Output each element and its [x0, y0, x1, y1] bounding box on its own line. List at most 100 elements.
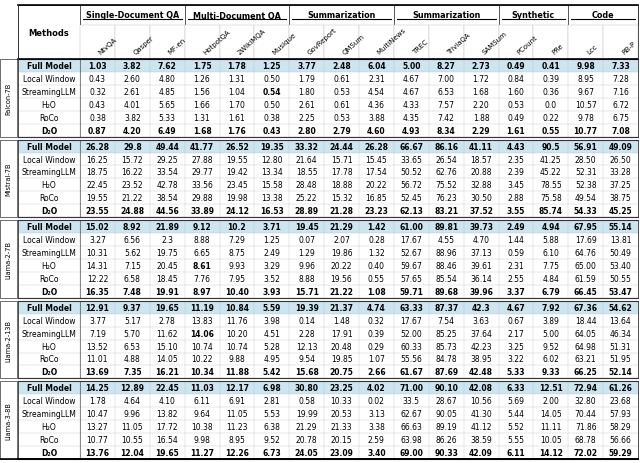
Text: 4.93: 4.93	[402, 126, 420, 135]
Text: 0.43: 0.43	[89, 100, 106, 110]
Text: 42.08: 42.08	[469, 383, 493, 393]
Text: 11.88: 11.88	[225, 368, 249, 376]
Text: 18.45: 18.45	[156, 274, 178, 283]
Bar	[184, 26, 220, 60]
Text: 10.40: 10.40	[225, 287, 249, 296]
Text: 6.98: 6.98	[262, 383, 281, 393]
Text: 26.28: 26.28	[364, 142, 388, 151]
Bar	[18, 327, 638, 340]
Text: 0.40: 0.40	[368, 262, 385, 270]
Text: 13.69: 13.69	[86, 368, 109, 376]
Bar	[18, 125, 638, 138]
Text: 3.77: 3.77	[297, 62, 316, 71]
Text: 0.49: 0.49	[508, 113, 524, 122]
Text: 15.10: 15.10	[156, 342, 178, 351]
Text: 19.45: 19.45	[295, 223, 319, 232]
Text: 61.59: 61.59	[575, 274, 596, 283]
Text: 3.27: 3.27	[89, 236, 106, 244]
Text: 15.71: 15.71	[295, 287, 319, 296]
Text: 0.61: 0.61	[333, 100, 350, 110]
Bar	[0, 60, 17, 138]
Text: 54.62: 54.62	[609, 303, 632, 312]
Text: TriviaQA: TriviaQA	[446, 32, 472, 56]
Text: RoCo: RoCo	[39, 113, 59, 122]
Text: 18.44: 18.44	[575, 316, 596, 325]
Text: 9.52: 9.52	[542, 342, 559, 351]
Text: 41.11: 41.11	[469, 142, 493, 151]
Text: Code: Code	[592, 12, 614, 20]
Bar	[18, 153, 638, 166]
Text: 24.44: 24.44	[330, 142, 353, 151]
Text: 11.11: 11.11	[540, 422, 561, 431]
Text: 19.56: 19.56	[331, 274, 353, 283]
Text: 15.45: 15.45	[365, 155, 387, 164]
Text: 2.25: 2.25	[298, 113, 315, 122]
Text: 17.67: 17.67	[401, 316, 422, 325]
Text: 42.23: 42.23	[470, 342, 492, 351]
Text: 6.72: 6.72	[612, 100, 629, 110]
Text: 6.04: 6.04	[367, 62, 386, 71]
Text: 59.67: 59.67	[401, 262, 422, 270]
Text: 3.82: 3.82	[123, 62, 141, 71]
Bar	[18, 234, 638, 246]
Text: 10.55: 10.55	[122, 435, 143, 444]
Text: 42.3: 42.3	[472, 303, 490, 312]
Text: 9.78: 9.78	[577, 113, 594, 122]
Text: 0.67: 0.67	[508, 316, 524, 325]
Text: 10.2: 10.2	[228, 223, 246, 232]
Text: 32.88: 32.88	[470, 181, 492, 190]
Text: 8.95: 8.95	[228, 435, 245, 444]
Text: 1.25: 1.25	[262, 62, 281, 71]
Text: 33.65: 33.65	[401, 155, 422, 164]
Text: 0.43: 0.43	[262, 126, 281, 135]
Text: 1.78: 1.78	[227, 62, 246, 71]
Text: 7.95: 7.95	[228, 274, 245, 283]
Text: 0.39: 0.39	[542, 75, 559, 84]
Text: 54.33: 54.33	[574, 207, 598, 216]
Text: 75.58: 75.58	[540, 194, 562, 203]
Text: 1.08: 1.08	[367, 287, 386, 296]
Text: 20.53: 20.53	[331, 409, 353, 419]
Text: 8.88: 8.88	[298, 274, 315, 283]
Text: 2.3: 2.3	[161, 236, 173, 244]
Text: 1.31: 1.31	[194, 113, 211, 122]
Text: 62.76: 62.76	[435, 168, 457, 177]
Text: 1.78: 1.78	[89, 396, 106, 406]
Text: 2.78: 2.78	[159, 316, 175, 325]
Text: 1.44: 1.44	[508, 236, 524, 244]
Text: 36.14: 36.14	[470, 274, 492, 283]
Text: 12.91: 12.91	[86, 303, 109, 312]
Text: 37.52: 37.52	[469, 207, 493, 216]
Text: 8.75: 8.75	[228, 249, 245, 257]
Text: 1.31: 1.31	[228, 75, 245, 84]
Text: 0.58: 0.58	[298, 396, 315, 406]
Text: 1.79: 1.79	[298, 75, 315, 84]
Text: 2.48: 2.48	[332, 62, 351, 71]
Text: 15.71: 15.71	[331, 155, 353, 164]
Bar	[18, 192, 638, 205]
Text: 9.98: 9.98	[576, 62, 595, 71]
Text: 4.01: 4.01	[124, 100, 141, 110]
Text: 11.27: 11.27	[190, 448, 214, 457]
Text: 67.36: 67.36	[573, 303, 598, 312]
Text: 0.53: 0.53	[508, 100, 524, 110]
Text: 1.60: 1.60	[508, 88, 524, 97]
Text: 11.23: 11.23	[226, 422, 248, 431]
Text: 23.52: 23.52	[122, 181, 143, 190]
Bar	[499, 6, 568, 26]
Bar	[18, 99, 638, 112]
Text: 2.79: 2.79	[332, 126, 351, 135]
Text: 70.44: 70.44	[575, 409, 596, 419]
Text: 61.26: 61.26	[609, 383, 632, 393]
Text: Llama-2-13B: Llama-2-13B	[6, 319, 12, 361]
Text: H₂O: H₂O	[42, 262, 56, 270]
Text: 1.68: 1.68	[193, 126, 211, 135]
Text: 18.88: 18.88	[331, 181, 352, 190]
Text: 20.45: 20.45	[156, 262, 178, 270]
Text: Summarization: Summarization	[307, 12, 376, 20]
Text: 51.31: 51.31	[610, 342, 632, 351]
Text: Local Window: Local Window	[23, 155, 76, 164]
Text: 61.67: 61.67	[399, 368, 423, 376]
Text: 7.28: 7.28	[612, 75, 629, 84]
Text: 55.14: 55.14	[609, 223, 632, 232]
